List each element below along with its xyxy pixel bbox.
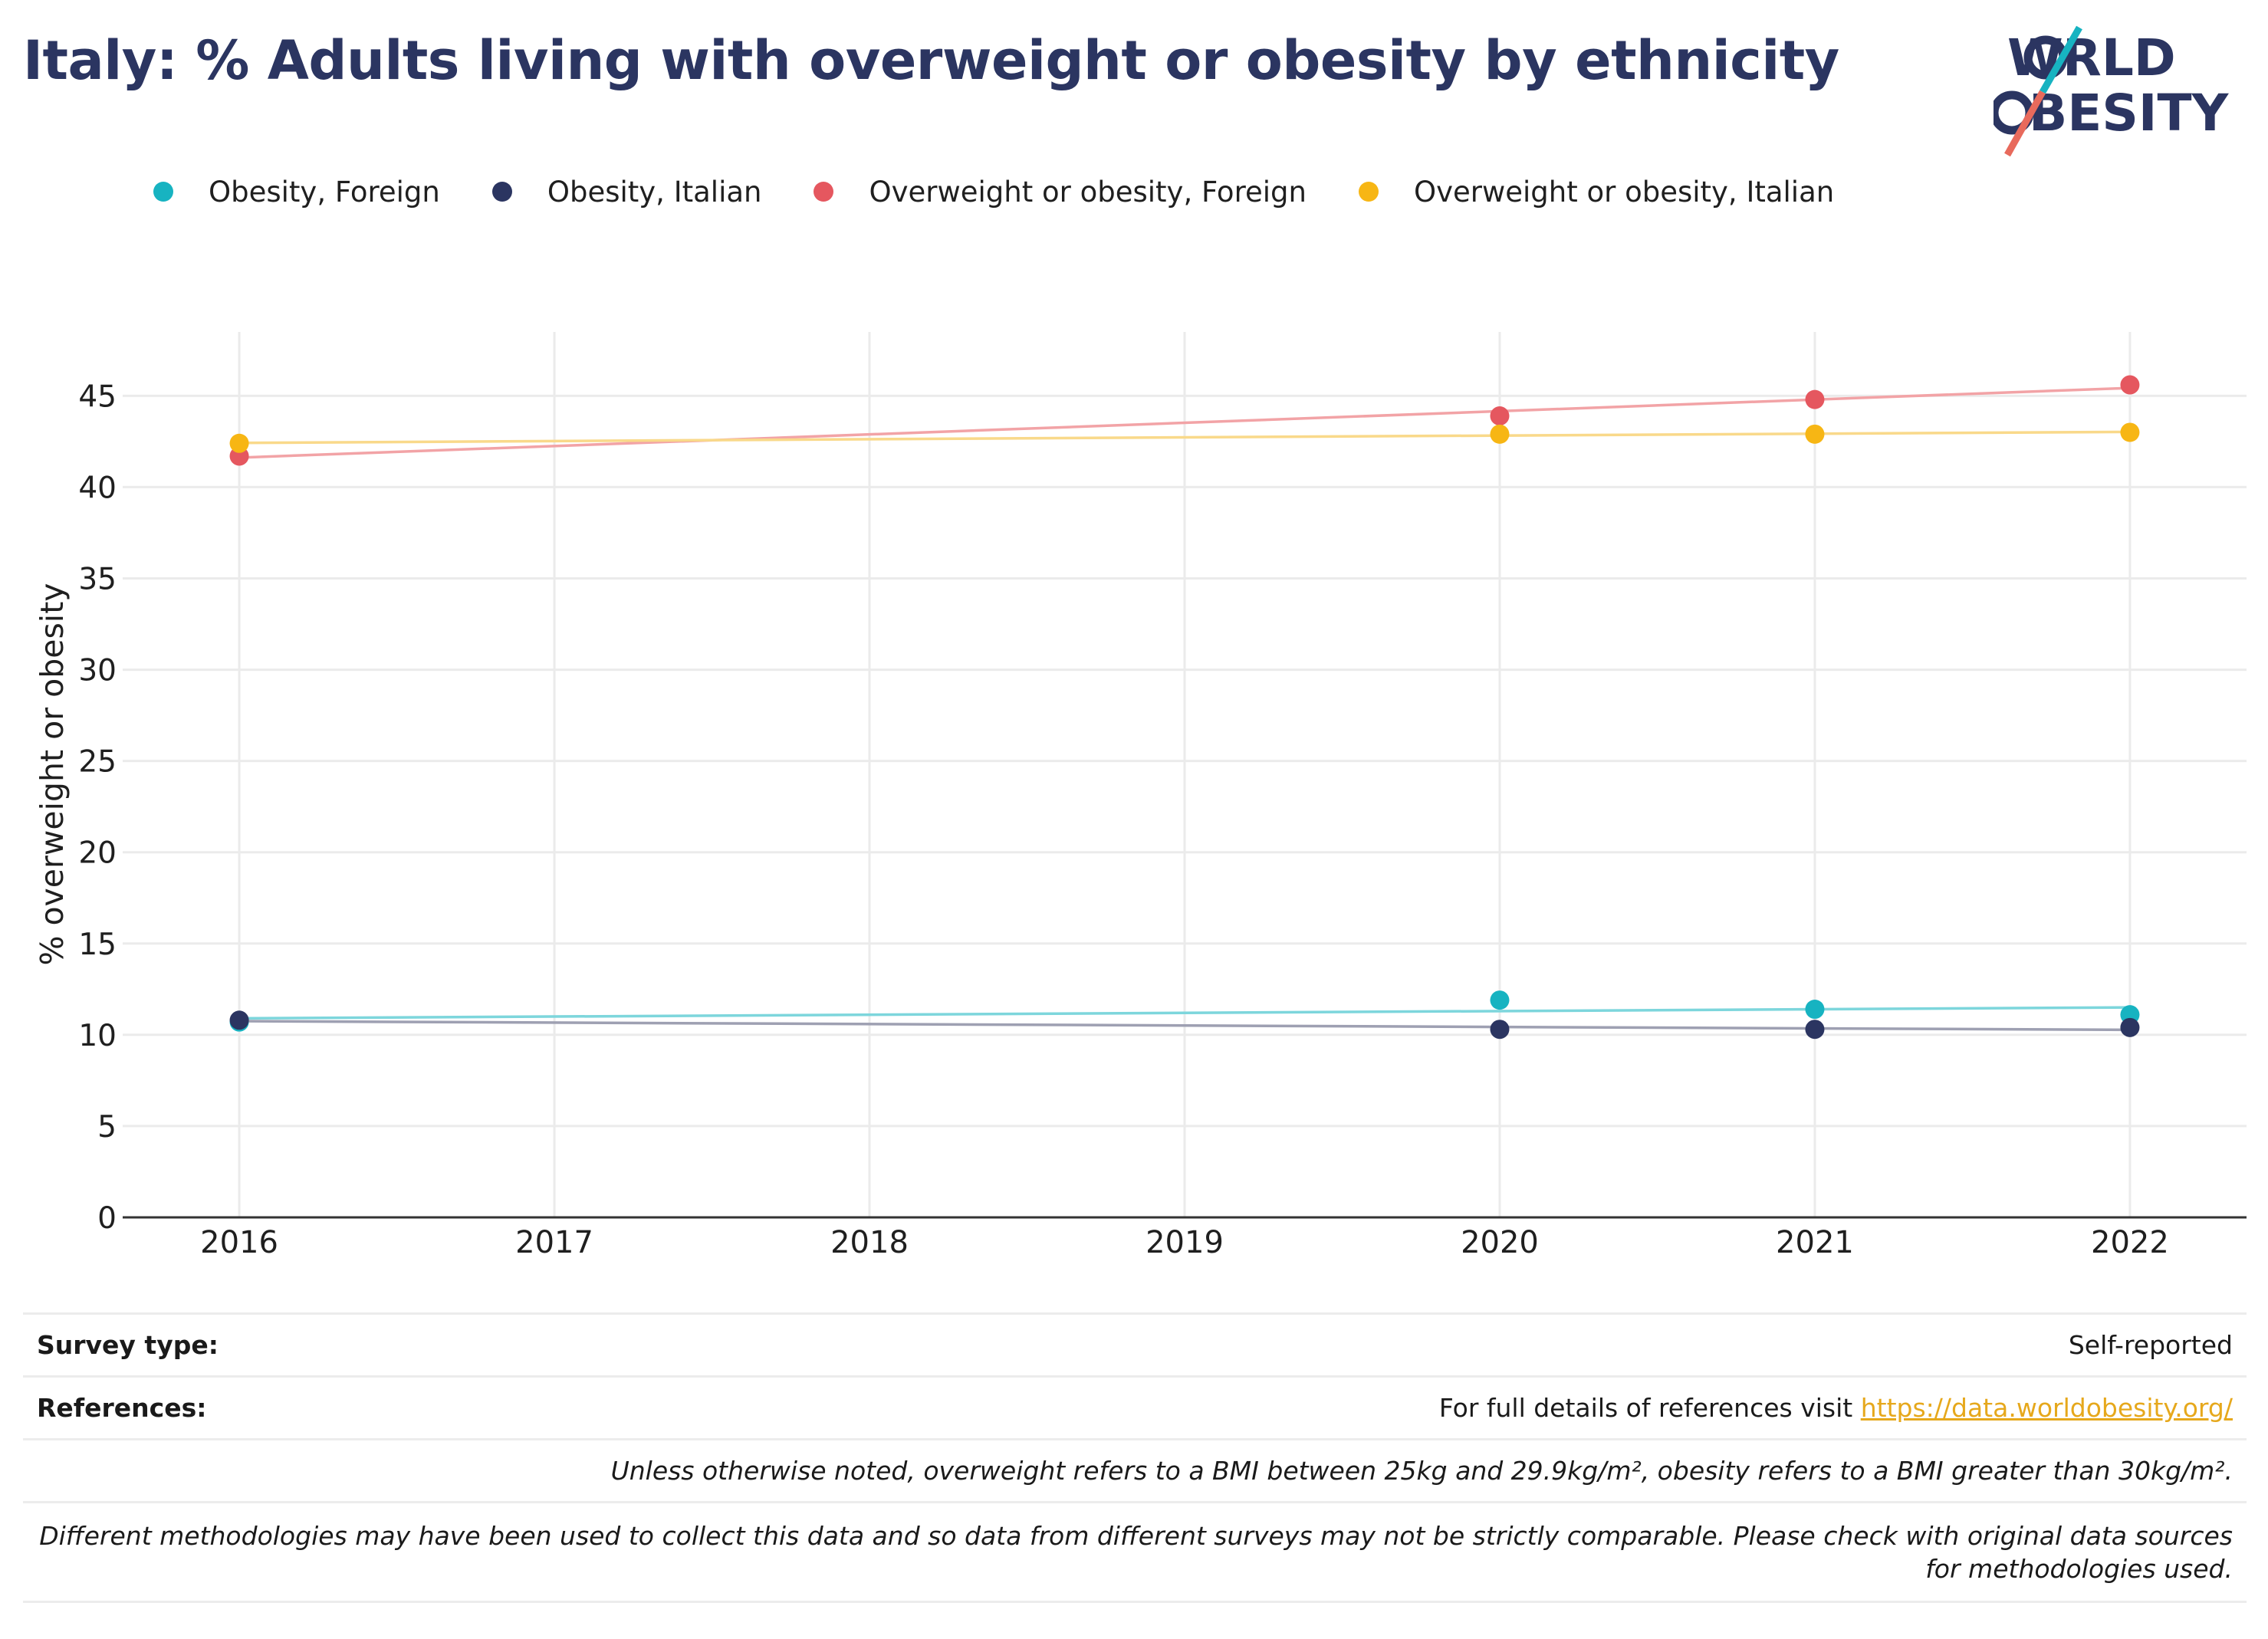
legend-marker [491, 182, 512, 202]
x-tick-label: 2020 [1461, 1225, 1539, 1260]
legend-item-overweight-italian[interactable]: Overweight or obesity, Italian [1358, 175, 1835, 209]
y-tick-label: 20 [78, 836, 117, 871]
data-point [1805, 389, 1825, 409]
x-tick-label: 2021 [1776, 1225, 1854, 1260]
legend-label: Overweight or obesity, Italian [1413, 175, 1835, 209]
methods-note: Different methodologies may have been us… [39, 1520, 2233, 1584]
legend-marker [1358, 182, 1379, 202]
world-obesity-logo: W RLD BESITY [1994, 25, 2230, 157]
chart-plot-area: 0 5 10 15 20 25 30 35 40 45 2016 2017 2018 2019 2020 20… [78, 332, 2247, 1260]
legend-label: Obesity, Italian [547, 175, 762, 209]
page-title: Italy: % Adults living with overweight o… [23, 29, 1839, 92]
data-point [1805, 424, 1825, 444]
y-tick-label: 25 [78, 745, 117, 780]
legend-item-obesity-foreign[interactable]: Obesity, Foreign [153, 176, 440, 209]
legend-marker [153, 182, 173, 202]
references-link[interactable]: https://data.worldobesity.org/ [1860, 1393, 2233, 1423]
data-point [1490, 990, 1510, 1010]
y-tick-label: 5 [97, 1110, 117, 1145]
legend-label: Obesity, Foreign [209, 175, 440, 209]
data-point [229, 433, 249, 453]
references-row: References: For full details of referenc… [23, 1375, 2247, 1438]
x-tick-label: 2018 [830, 1225, 909, 1260]
y-tick-label: 35 [78, 562, 117, 596]
references-text: For full details of references visit [1438, 1393, 1861, 1423]
y-tick-label: 15 [78, 928, 117, 962]
data-point [1490, 424, 1510, 444]
y-tick-label: 0 [97, 1201, 117, 1236]
x-tick-label: 2016 [200, 1225, 278, 1260]
y-tick-label: 30 [78, 654, 117, 688]
legend-label: Overweight or obesity, Foreign [869, 175, 1307, 209]
legend-item-overweight-foreign[interactable]: Overweight or obesity, Foreign [814, 175, 1307, 209]
y-tick-label: 40 [78, 471, 117, 505]
chart-legend: Obesity, Foreign Obesity, Italian Overwe… [153, 170, 1886, 213]
survey-type-label: Survey type: [37, 1330, 219, 1360]
survey-type-row: Survey type: Self-reported [23, 1312, 2247, 1375]
svg-text:BESITY: BESITY [2029, 84, 2230, 143]
data-point [1490, 406, 1510, 426]
data-point [2120, 375, 2140, 395]
y-tick-label: 10 [78, 1019, 117, 1053]
references-value: For full details of references visit htt… [1439, 1393, 2233, 1423]
x-tick-label: 2022 [2091, 1225, 2169, 1260]
data-point [1805, 1000, 1825, 1020]
svg-text:RLD: RLD [2063, 28, 2176, 87]
y-tick-label: 45 [78, 379, 117, 414]
methods-note-row: Different methodologies may have been us… [23, 1501, 2247, 1603]
legend-marker [814, 182, 834, 202]
data-point [2120, 1017, 2140, 1037]
references-label: References: [37, 1393, 207, 1423]
data-point [229, 1010, 249, 1030]
chart-footer: Survey type: Self-reported References: F… [23, 1312, 2247, 1603]
x-tick-label: 2017 [515, 1225, 593, 1260]
data-point [1490, 1020, 1510, 1040]
bmi-note-row: Unless otherwise noted, overweight refer… [23, 1438, 2247, 1501]
data-point [2120, 422, 2140, 442]
data-point [1805, 1020, 1825, 1040]
bmi-note: Unless otherwise noted, overweight refer… [610, 1456, 2233, 1486]
legend-item-obesity-italian[interactable]: Obesity, Italian [491, 175, 762, 209]
x-tick-label: 2019 [1146, 1225, 1224, 1260]
survey-type-value: Self-reported [2068, 1330, 2233, 1360]
